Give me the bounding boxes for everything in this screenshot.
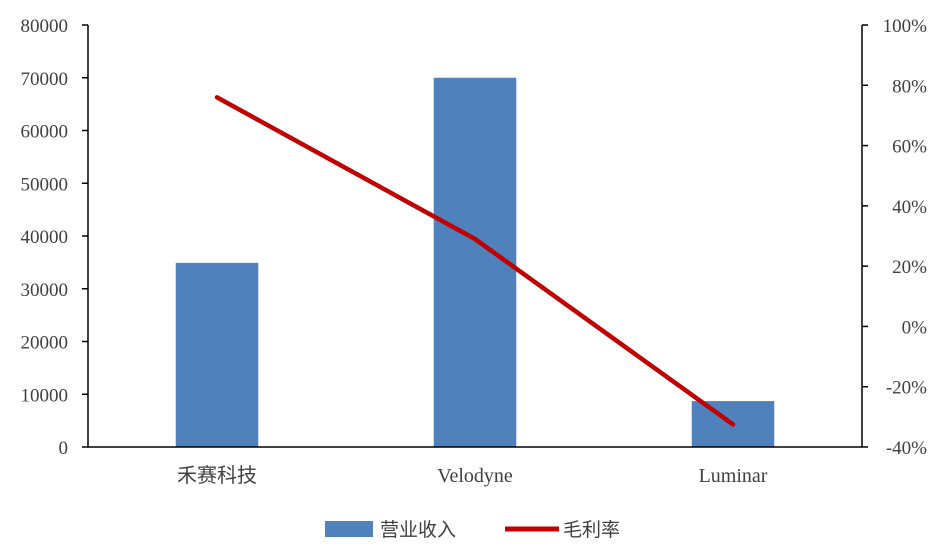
y-right-tick-label: 80% — [892, 76, 927, 97]
y-left-tick-label: 70000 — [21, 69, 69, 90]
y-left-tick-label: 60000 — [21, 122, 69, 143]
y-right-tick-label: 40% — [892, 197, 927, 218]
bar-1 — [175, 262, 259, 447]
y-left-tick-label: 80000 — [21, 16, 69, 37]
y-left-tick-label: 50000 — [21, 174, 69, 195]
x-category-label: 禾赛科技 — [177, 464, 257, 487]
x-category-label: Luminar — [699, 465, 768, 487]
y-right-tick-label: -20% — [886, 378, 927, 399]
legend-item-gross-margin: 毛利率 — [505, 519, 620, 541]
line-series — [214, 95, 736, 427]
y-left-tick-label: 40000 — [21, 227, 69, 248]
y-left-tick-label: 10000 — [21, 385, 69, 406]
y-axis-right-ticks: -40% -20% 0% 20% 40% 60% 80% 100% — [862, 16, 927, 459]
legend-label-revenue: 营业收入 — [380, 519, 456, 541]
y-right-tick-label: -40% — [886, 438, 927, 459]
x-axis-categories: 禾赛科技 Velodyne Luminar — [177, 464, 768, 487]
legend: 营业收入 毛利率 — [325, 519, 620, 541]
y-left-tick-label: 20000 — [21, 333, 69, 354]
legend-label-gross-margin: 毛利率 — [563, 519, 620, 541]
y-axis-left-ticks: 0 10000 20000 30000 40000 50000 60000 70000 8000… — [21, 16, 88, 459]
legend-item-revenue: 营业收入 — [325, 519, 456, 541]
y-right-tick-label: 60% — [892, 137, 927, 158]
bar-2 — [433, 77, 517, 447]
legend-swatch-revenue — [325, 521, 373, 537]
y-left-tick-label: 0 — [59, 438, 69, 459]
axes — [87, 25, 863, 448]
x-category-label: Velodyne — [437, 465, 513, 487]
gross-margin-line — [214, 95, 736, 427]
y-right-tick-label: 100% — [883, 16, 928, 37]
y-left-tick-label: 30000 — [21, 280, 69, 301]
y-right-tick-label: 20% — [892, 257, 927, 278]
y-right-tick-label: 0% — [902, 317, 928, 338]
